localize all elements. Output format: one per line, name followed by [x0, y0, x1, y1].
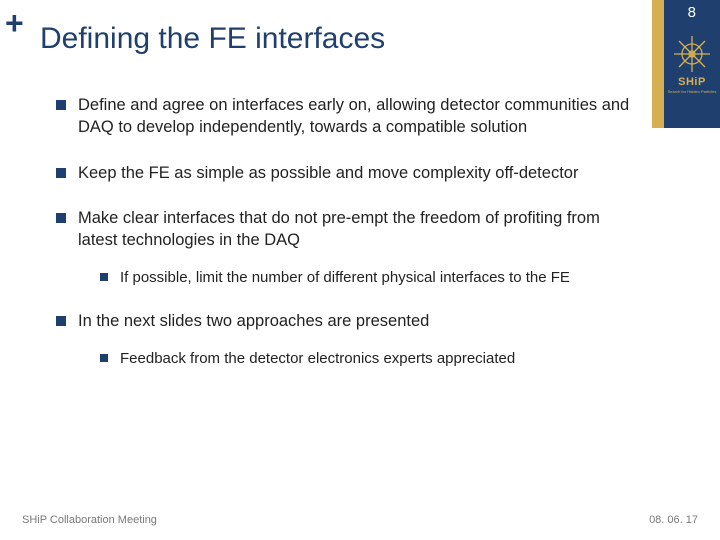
plus-icon: + — [5, 5, 24, 42]
sub-bullet-item: Feedback from the detector electronics e… — [100, 349, 640, 369]
sub-bullet-list: If possible, limit the number of differe… — [100, 268, 640, 288]
bullet-item: Make clear interfaces that do not pre-em… — [56, 208, 640, 287]
sub-bullet-list: Feedback from the detector electronics e… — [100, 349, 640, 369]
slide: + 8 SHiP Search for Hidden Particles — [0, 0, 720, 540]
logo-subtitle: Search for Hidden Particles — [668, 89, 717, 94]
page-title: Defining the FE interfaces — [40, 22, 385, 56]
bullet-text: Make clear interfaces that do not pre-em… — [78, 209, 600, 249]
page-number: 8 — [688, 4, 696, 21]
bullet-text: Define and agree on interfaces early on,… — [78, 96, 629, 136]
bullet-item: In the next slides two approaches are pr… — [56, 311, 640, 368]
bullet-list: Define and agree on interfaces early on,… — [56, 95, 640, 369]
sub-bullet-item: If possible, limit the number of differe… — [100, 268, 640, 288]
logo-sidebar: SHiP Search for Hidden Particles — [652, 0, 720, 128]
bullet-item: Define and agree on interfaces early on,… — [56, 95, 640, 139]
content-area: Define and agree on interfaces early on,… — [56, 95, 640, 393]
bullet-text: In the next slides two approaches are pr… — [78, 312, 429, 330]
gold-stripe — [652, 0, 664, 128]
bullet-text: Keep the FE as simple as possible and mo… — [78, 164, 578, 182]
footer-right: 08. 06. 17 — [649, 514, 698, 526]
ship-wheel-icon — [672, 34, 712, 74]
footer-left: SHiP Collaboration Meeting — [22, 514, 157, 526]
logo-text: SHiP — [678, 76, 706, 88]
bullet-item: Keep the FE as simple as possible and mo… — [56, 163, 640, 185]
